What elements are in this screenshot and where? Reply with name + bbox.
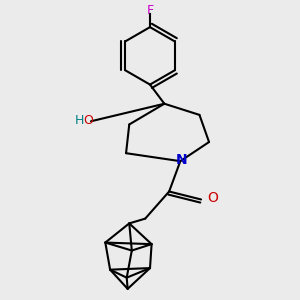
Text: O: O [207, 191, 218, 205]
Text: O: O [83, 114, 93, 127]
Text: N: N [176, 153, 187, 166]
Text: F: F [146, 4, 154, 17]
Text: H: H [75, 114, 84, 127]
